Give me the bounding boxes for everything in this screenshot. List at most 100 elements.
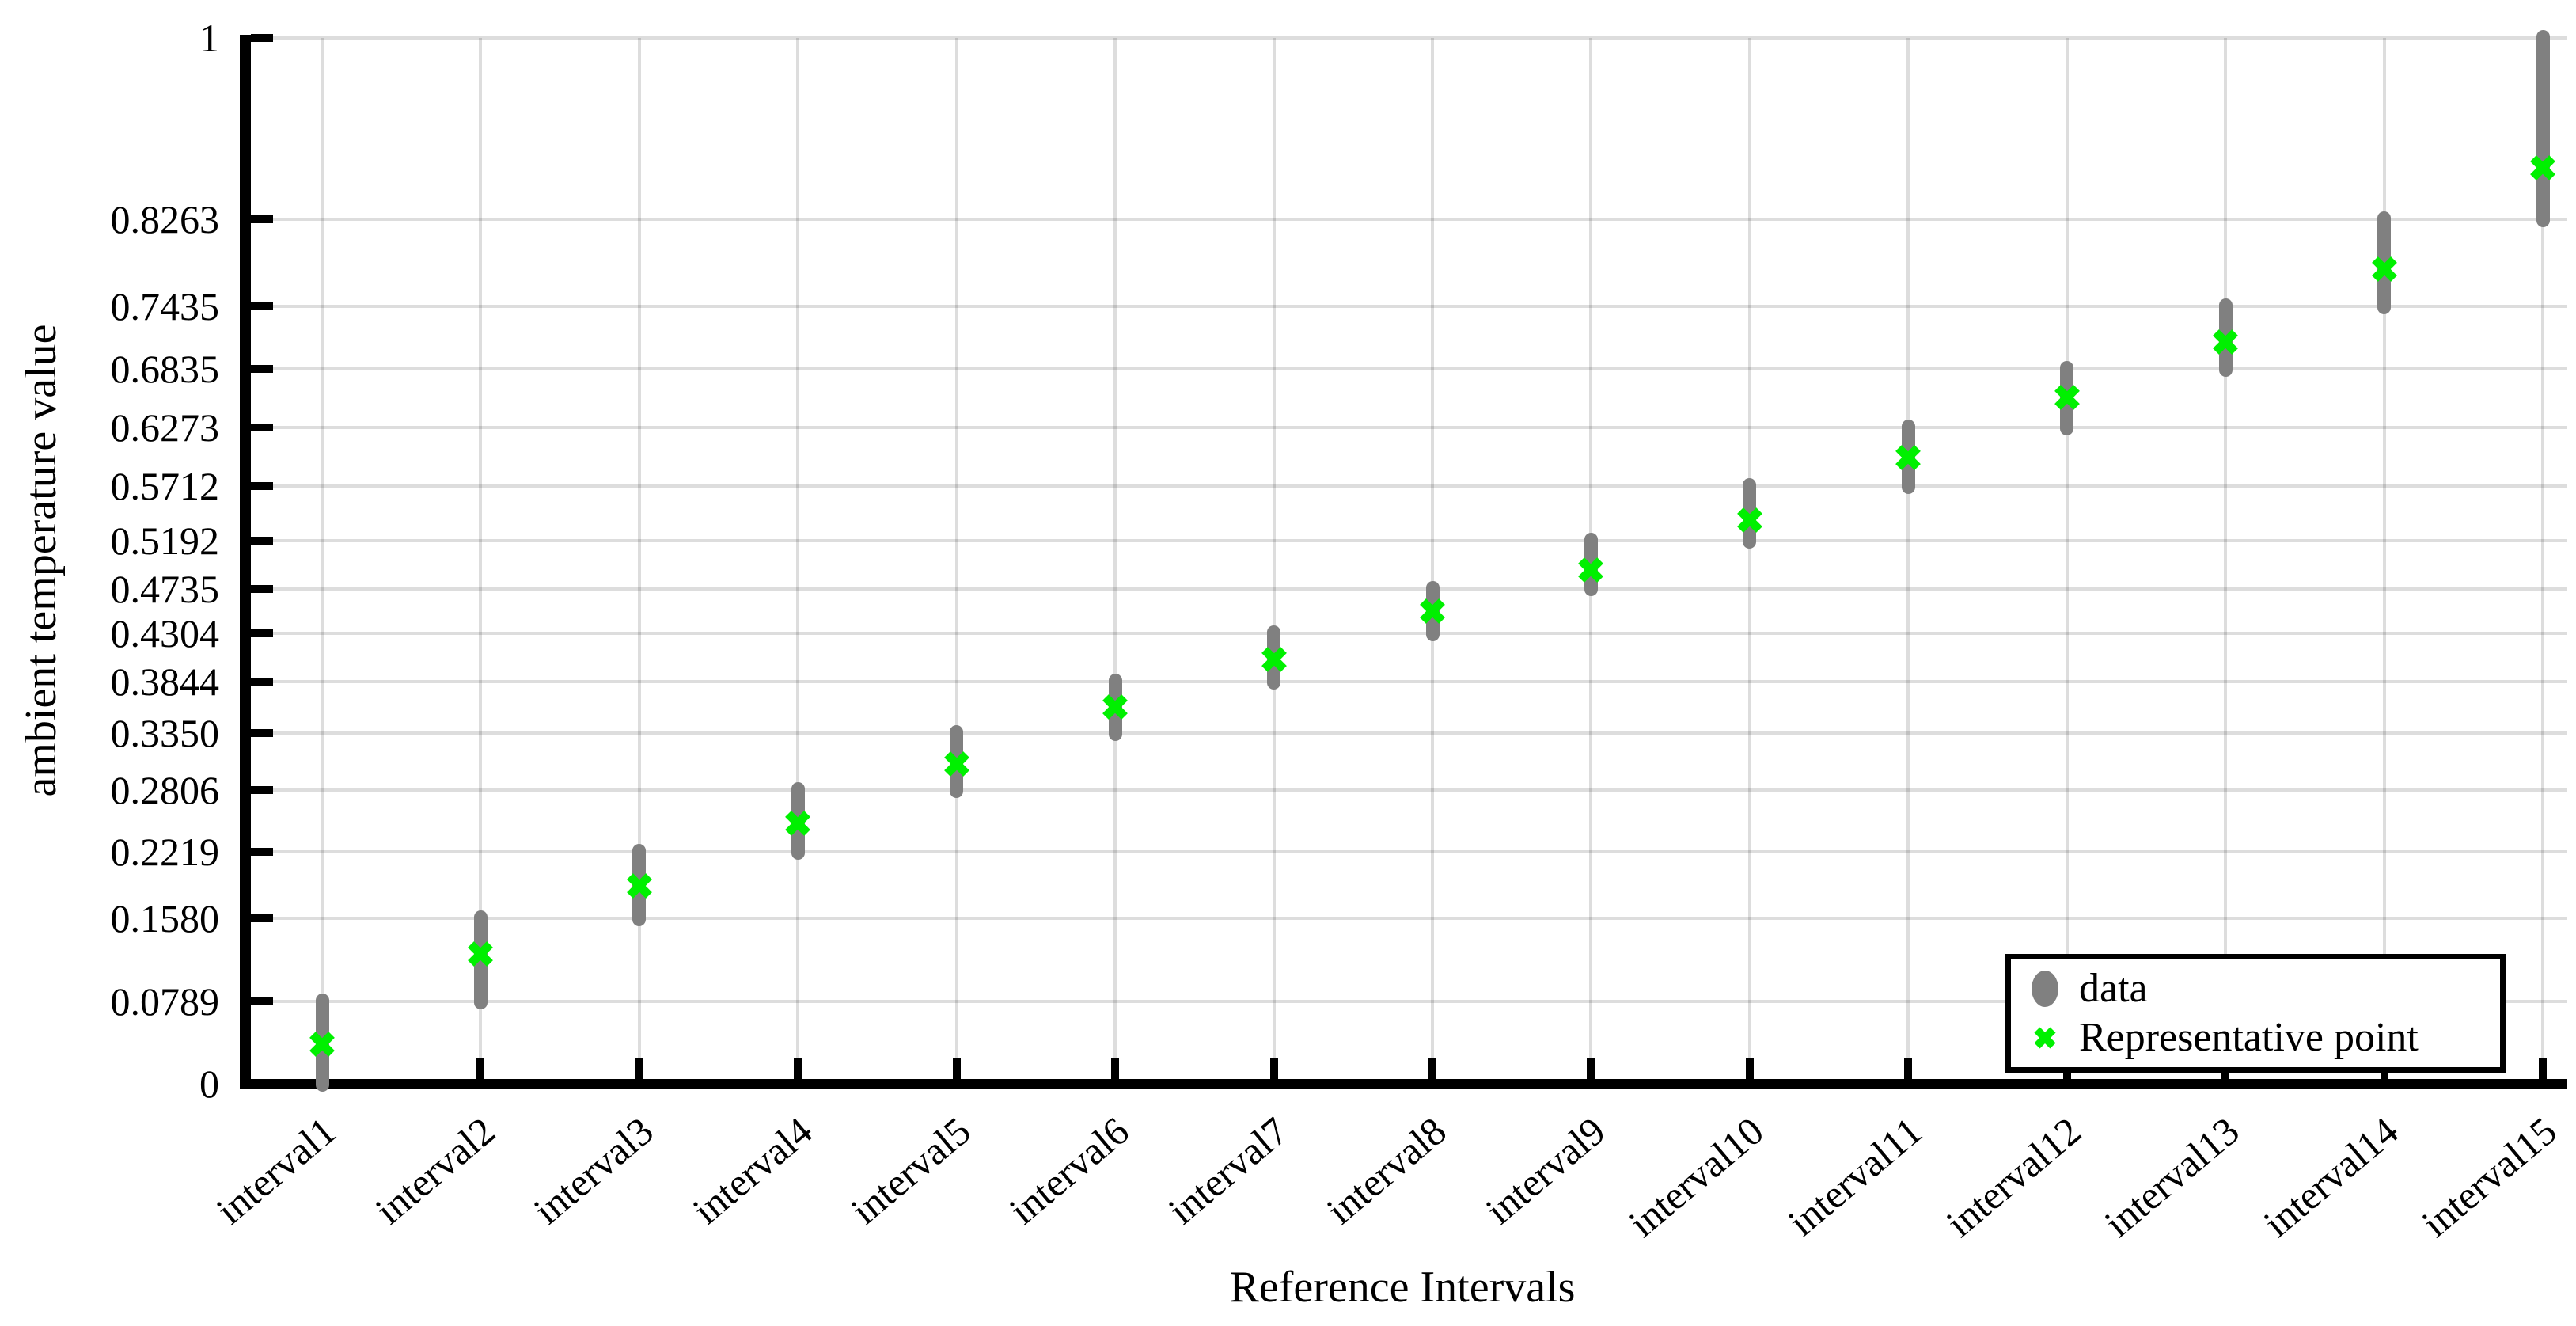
y-tick-mark bbox=[251, 786, 273, 795]
legend: data Representative point bbox=[2005, 954, 2506, 1073]
representative-point-marker bbox=[1259, 644, 1289, 674]
x-tick-mark bbox=[1269, 1058, 1278, 1079]
vertical-gridline bbox=[2541, 38, 2545, 1089]
x-marker-icon bbox=[943, 750, 969, 777]
y-tick-mark bbox=[251, 729, 273, 738]
y-tick-label: 0.4304 bbox=[110, 611, 220, 656]
legend-item-representative-point: Representative point bbox=[2011, 1014, 2500, 1062]
representative-point-marker bbox=[1576, 555, 1606, 585]
y-tick-mark bbox=[251, 365, 273, 374]
x-marker-icon bbox=[1736, 507, 1762, 533]
x-marker-icon bbox=[2034, 1027, 2056, 1049]
horizontal-gridline bbox=[240, 367, 2567, 371]
vertical-gridline bbox=[2065, 38, 2069, 1089]
x-tick-label: interval12 bbox=[1937, 1108, 2089, 1246]
y-tick-label: 0.6273 bbox=[110, 405, 220, 450]
y-tick-label: 0.2806 bbox=[110, 768, 220, 813]
x-axis-line bbox=[240, 1079, 2567, 1089]
y-tick-label: 1 bbox=[199, 16, 219, 60]
x-tick-label: interval13 bbox=[2096, 1108, 2248, 1246]
y-tick-mark bbox=[251, 302, 273, 310]
y-tick-label: 0 bbox=[199, 1062, 219, 1106]
representative-point-marker bbox=[942, 749, 972, 779]
x-marker-icon bbox=[2054, 385, 2080, 411]
vertical-gridline bbox=[796, 38, 800, 1089]
data-cluster bbox=[2536, 30, 2550, 228]
x-tick-mark bbox=[952, 1058, 961, 1079]
representative-point-marker bbox=[783, 808, 813, 838]
horizontal-gridline bbox=[240, 304, 2567, 308]
horizontal-gridline bbox=[240, 539, 2567, 543]
horizontal-gridline bbox=[240, 788, 2567, 792]
x-tick-label: interval1 bbox=[207, 1108, 344, 1233]
x-tick-mark bbox=[476, 1058, 485, 1079]
horizontal-gridline bbox=[240, 426, 2567, 430]
x-marker-icon bbox=[1420, 598, 1445, 624]
y-tick-mark bbox=[251, 1080, 273, 1088]
representative-point-marker bbox=[624, 871, 654, 901]
y-tick-mark bbox=[251, 34, 273, 42]
x-tick-mark bbox=[1904, 1058, 1913, 1079]
x-marker-icon bbox=[785, 811, 811, 836]
x-tick-label: interval15 bbox=[2413, 1108, 2566, 1246]
y-tick-label: 0.8263 bbox=[110, 197, 220, 242]
data-cluster bbox=[1743, 478, 1757, 549]
vertical-gridline bbox=[637, 38, 641, 1089]
vertical-gridline bbox=[1272, 38, 1276, 1089]
x-marker-icon bbox=[2530, 154, 2555, 180]
y-tick-mark bbox=[251, 629, 273, 638]
vertical-gridline bbox=[954, 38, 958, 1089]
y-tick-label: 0.7435 bbox=[110, 283, 220, 329]
vertical-gridline bbox=[479, 38, 483, 1089]
y-tick-label: 0.0789 bbox=[110, 978, 220, 1024]
x-tick-label: interval9 bbox=[1477, 1108, 1614, 1233]
x-tick-label: interval2 bbox=[366, 1108, 503, 1233]
horizontal-gridline bbox=[240, 680, 2567, 684]
representative-point-marker bbox=[2210, 327, 2240, 357]
horizontal-gridline bbox=[240, 36, 2567, 40]
x-marker-icon bbox=[1578, 557, 1604, 583]
y-tick-label: 0.3844 bbox=[110, 659, 220, 705]
y-tick-label: 0.2219 bbox=[110, 829, 220, 874]
x-tick-label: interval8 bbox=[1318, 1108, 1455, 1233]
representative-point-marker bbox=[1100, 692, 1130, 722]
representative-point-marker bbox=[1735, 505, 1765, 535]
horizontal-gridline bbox=[240, 849, 2567, 853]
y-tick-mark bbox=[251, 215, 273, 224]
vertical-gridline bbox=[1747, 38, 1751, 1089]
y-tick-label: 0.3350 bbox=[110, 711, 220, 756]
x-marker-icon bbox=[2371, 256, 2397, 282]
x-tick-label: interval6 bbox=[1001, 1108, 1138, 1233]
x-marker-icon bbox=[1261, 646, 1287, 672]
y-tick-label: 0.4735 bbox=[110, 566, 220, 611]
x-tick-mark bbox=[1111, 1058, 1120, 1079]
y-tick-mark bbox=[251, 678, 273, 686]
x-marker-icon bbox=[1895, 444, 1922, 470]
representative-point-marker bbox=[1893, 443, 1923, 473]
y-tick-mark bbox=[251, 997, 273, 1005]
horizontal-gridline bbox=[240, 731, 2567, 735]
y-tick-label: 0.1580 bbox=[110, 896, 220, 941]
y-tick-mark bbox=[251, 584, 273, 593]
x-tick-mark bbox=[1745, 1058, 1754, 1079]
legend-label-representative-point: Representative point bbox=[2079, 1015, 2419, 1060]
representative-point-marker bbox=[2052, 382, 2082, 412]
representative-point-marker bbox=[465, 939, 495, 969]
x-tick-mark bbox=[794, 1058, 802, 1079]
y-tick-mark bbox=[251, 847, 273, 856]
data-point-icon bbox=[2032, 971, 2058, 1007]
vertical-gridline bbox=[1431, 38, 1434, 1089]
x-tick-label: interval5 bbox=[842, 1108, 979, 1233]
vertical-gridline bbox=[1906, 38, 1910, 1089]
x-axis-title: Reference Intervals bbox=[1229, 1263, 1576, 1312]
x-tick-mark bbox=[1587, 1058, 1595, 1079]
representative-point-marker bbox=[2369, 254, 2400, 284]
y-axis-line bbox=[240, 35, 251, 1089]
horizontal-gridline bbox=[240, 917, 2567, 921]
representative-point-marker bbox=[307, 1029, 337, 1059]
x-tick-label: interval14 bbox=[2255, 1108, 2407, 1246]
x-marker-icon bbox=[309, 1031, 335, 1057]
horizontal-gridline bbox=[240, 484, 2567, 488]
legend-marker-cell bbox=[2011, 971, 2079, 1007]
y-tick-mark bbox=[251, 482, 273, 491]
